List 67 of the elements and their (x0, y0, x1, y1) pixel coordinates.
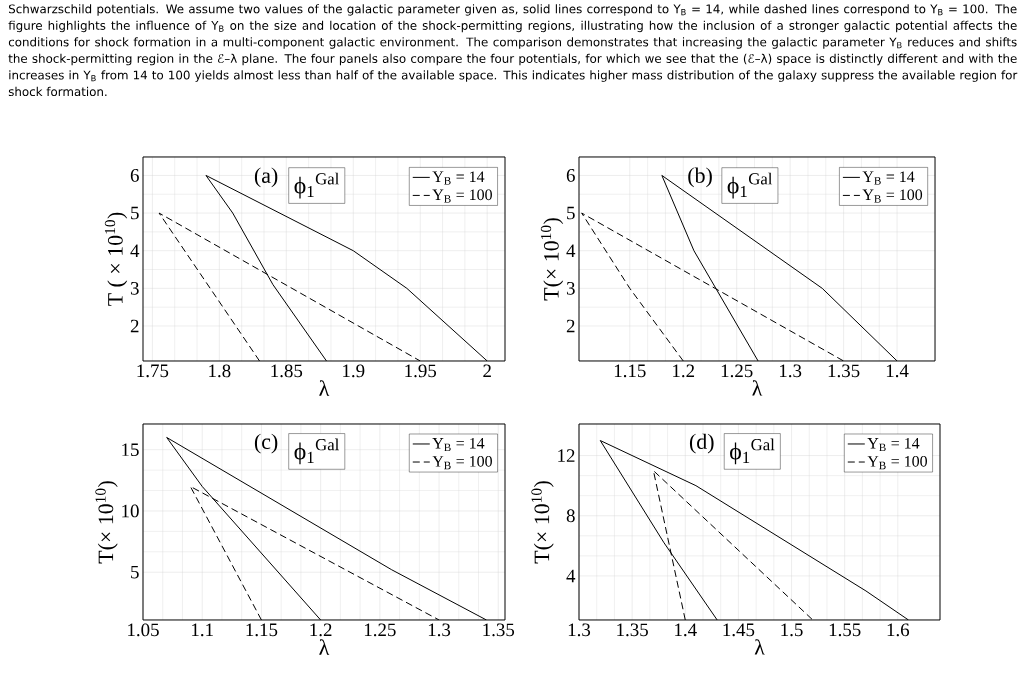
annotation: ϕ$_{1}$Gal (294, 438, 339, 465)
y-axis-title: T(× 10$^{10}$) (540, 218, 564, 301)
x-tick-label: 1.05 (128, 623, 159, 637)
y-tick-label: 2 (566, 319, 575, 333)
y-tick-label: 15 (122, 443, 139, 457)
x-tick-label: 1.75 (137, 364, 169, 378)
legend-label: Υ$_{B}$ = 14 (867, 437, 920, 452)
x-tick-label: 1.3 (568, 623, 591, 637)
x-tick-label: 1.95 (405, 364, 437, 378)
y-tick-label: 5 (131, 565, 139, 579)
x-tick-label: 1.35 (483, 623, 515, 637)
x-tick-label: 1.25 (364, 623, 396, 637)
x-tick-label: 1.5 (781, 623, 803, 637)
x-tick-label: 1.25 (721, 364, 753, 378)
y-tick-label: 3 (130, 281, 139, 295)
x-tick-label: 1.4 (675, 623, 697, 637)
y-tick-label: 5 (567, 206, 575, 220)
y-tick-label: 4 (130, 244, 140, 257)
y-tick-label: 12 (558, 449, 575, 462)
x-tick-label: 2 (483, 364, 491, 378)
legend-label: Υ$_{B}$ = 14 (432, 437, 485, 452)
annotation: ϕ$_{1}$Gal (730, 438, 775, 465)
annotation: (b) (688, 167, 712, 188)
x-tick-label: 1.2 (310, 623, 332, 637)
y-axis-title: T ( × 10$^{10}$) (104, 212, 128, 306)
x-tick-label: 1.9 (343, 364, 365, 378)
legend-label: Υ$_{B}$ = 100 (432, 455, 492, 470)
x-tick-label: 1.3 (428, 623, 451, 637)
x-tick-label: 1.2 (673, 364, 695, 378)
annotation: ϕ$_{1}$Gal (727, 172, 773, 199)
y-tick-label: 5 (131, 206, 139, 220)
annotation: ϕ$_{1}$Gal (294, 172, 339, 199)
y-tick-label: 3 (566, 281, 575, 295)
x-tick-label: 1.3 (779, 364, 802, 378)
x-axis-title: λ (752, 380, 763, 396)
legend-label: Υ$_{B}$ = 100 (432, 189, 492, 203)
x-tick-label: 1.35 (617, 623, 648, 637)
y-tick-label: 2 (130, 319, 139, 333)
y-tick-label: 6 (130, 169, 139, 182)
y-axis-title: T(× 10$^{10}$) (531, 481, 554, 564)
x-tick-label: 1.1 (192, 623, 213, 637)
annotation: (c) (254, 433, 278, 454)
x-tick-label: 1.15 (246, 623, 278, 637)
x-axis-title: λ (319, 380, 330, 396)
legend-label: Υ$_{B}$ = 100 (867, 455, 927, 470)
legend-label: Υ$_{B}$ = 14 (432, 171, 485, 185)
x-axis-title: λ (319, 639, 330, 655)
x-tick-label: 1.85 (271, 364, 303, 378)
x-tick-label: 1.4 (886, 364, 909, 378)
legend-label: Υ$_{B}$ = 14 (862, 171, 915, 185)
x-tick-label: 1.15 (614, 364, 646, 378)
annotation: (d) (689, 433, 714, 454)
text: Schwarzschild potentials. We assume two values of the galactic parameter given as, solid lines correspond to Υ$_{B}$ = 14, while dashed lines correspond to Υ$_{B}$ = 100. The figure highlights the influence of Υ$_{B}$ on the size and location of the shock-permitting regions, illustrating how the inclusion of a stronger galactic potential affects the conditions for shock formation in a multi-component galactic environment. The comparison demonstrates that increasing the galactic parameter Υ$_{B}$ reduces and shifts the shock-permitting region in the ℰ–λ plane. The four panels also compare the four potentials, for which we see that the (ℰ–λ) space is distinctly different and with the increases in Υ$_{B}$ from 14 to 100 yields almost less than half of the available space. This indicates higher mass distribution of the galaxy suppress the available region for shock formation. (8, 4, 1018, 97)
y-axis-title: T(× 10$^{10}$) (95, 481, 118, 564)
x-tick-label: 1.6 (887, 623, 910, 637)
x-tick-label: 1.55 (829, 623, 861, 637)
x-tick-label: 1.35 (828, 364, 860, 378)
annotation: (a) (254, 167, 278, 188)
y-tick-label: 8 (566, 509, 575, 523)
x-axis-title: λ (754, 639, 765, 655)
x-tick-label: 1.45 (723, 623, 755, 637)
y-tick-label: 6 (566, 169, 575, 182)
x-tick-label: 1.8 (209, 364, 231, 378)
y-tick-label: 4 (566, 244, 576, 257)
legend-label: Υ$_{B}$ = 100 (862, 189, 923, 203)
y-tick-label: 10 (122, 504, 139, 518)
y-tick-label: 4 (566, 569, 576, 583)
